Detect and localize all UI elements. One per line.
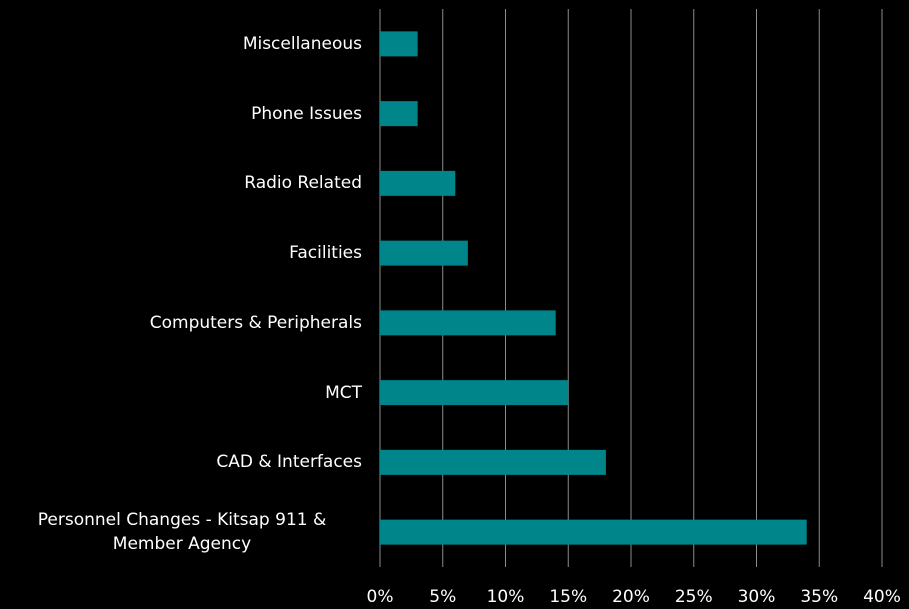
y-tick-label: Phone Issues bbox=[251, 103, 362, 124]
x-tick-label: 15% bbox=[549, 587, 587, 607]
x-tick-label: 5% bbox=[429, 587, 456, 607]
y-tick-label: CAD & Interfaces bbox=[216, 452, 362, 473]
bar bbox=[380, 240, 468, 266]
x-tick-label: 0% bbox=[367, 587, 394, 607]
bar bbox=[380, 449, 606, 475]
y-tick-label: Facilities bbox=[289, 243, 362, 264]
y-tick-label: Radio Related bbox=[244, 173, 362, 194]
y-tick-label: Computers & Peripherals bbox=[149, 312, 362, 333]
bar bbox=[380, 310, 556, 336]
x-tick-label: 40% bbox=[863, 587, 901, 607]
y-tick-label: MCT bbox=[325, 382, 362, 403]
x-tick-label: 10% bbox=[487, 587, 525, 607]
y-tick-label: Miscellaneous bbox=[242, 33, 362, 54]
bar bbox=[380, 170, 456, 196]
x-tick-label: 25% bbox=[675, 587, 713, 607]
x-tick-label: 35% bbox=[800, 587, 838, 607]
bar bbox=[380, 380, 569, 406]
x-tick-label: 20% bbox=[612, 587, 650, 607]
bar bbox=[380, 31, 418, 57]
x-tick-label: 30% bbox=[738, 587, 776, 607]
y-tick-label: Personnel Changes - Kitsap 911 & Member … bbox=[37, 510, 327, 555]
bar bbox=[380, 101, 418, 127]
bar bbox=[380, 519, 807, 545]
